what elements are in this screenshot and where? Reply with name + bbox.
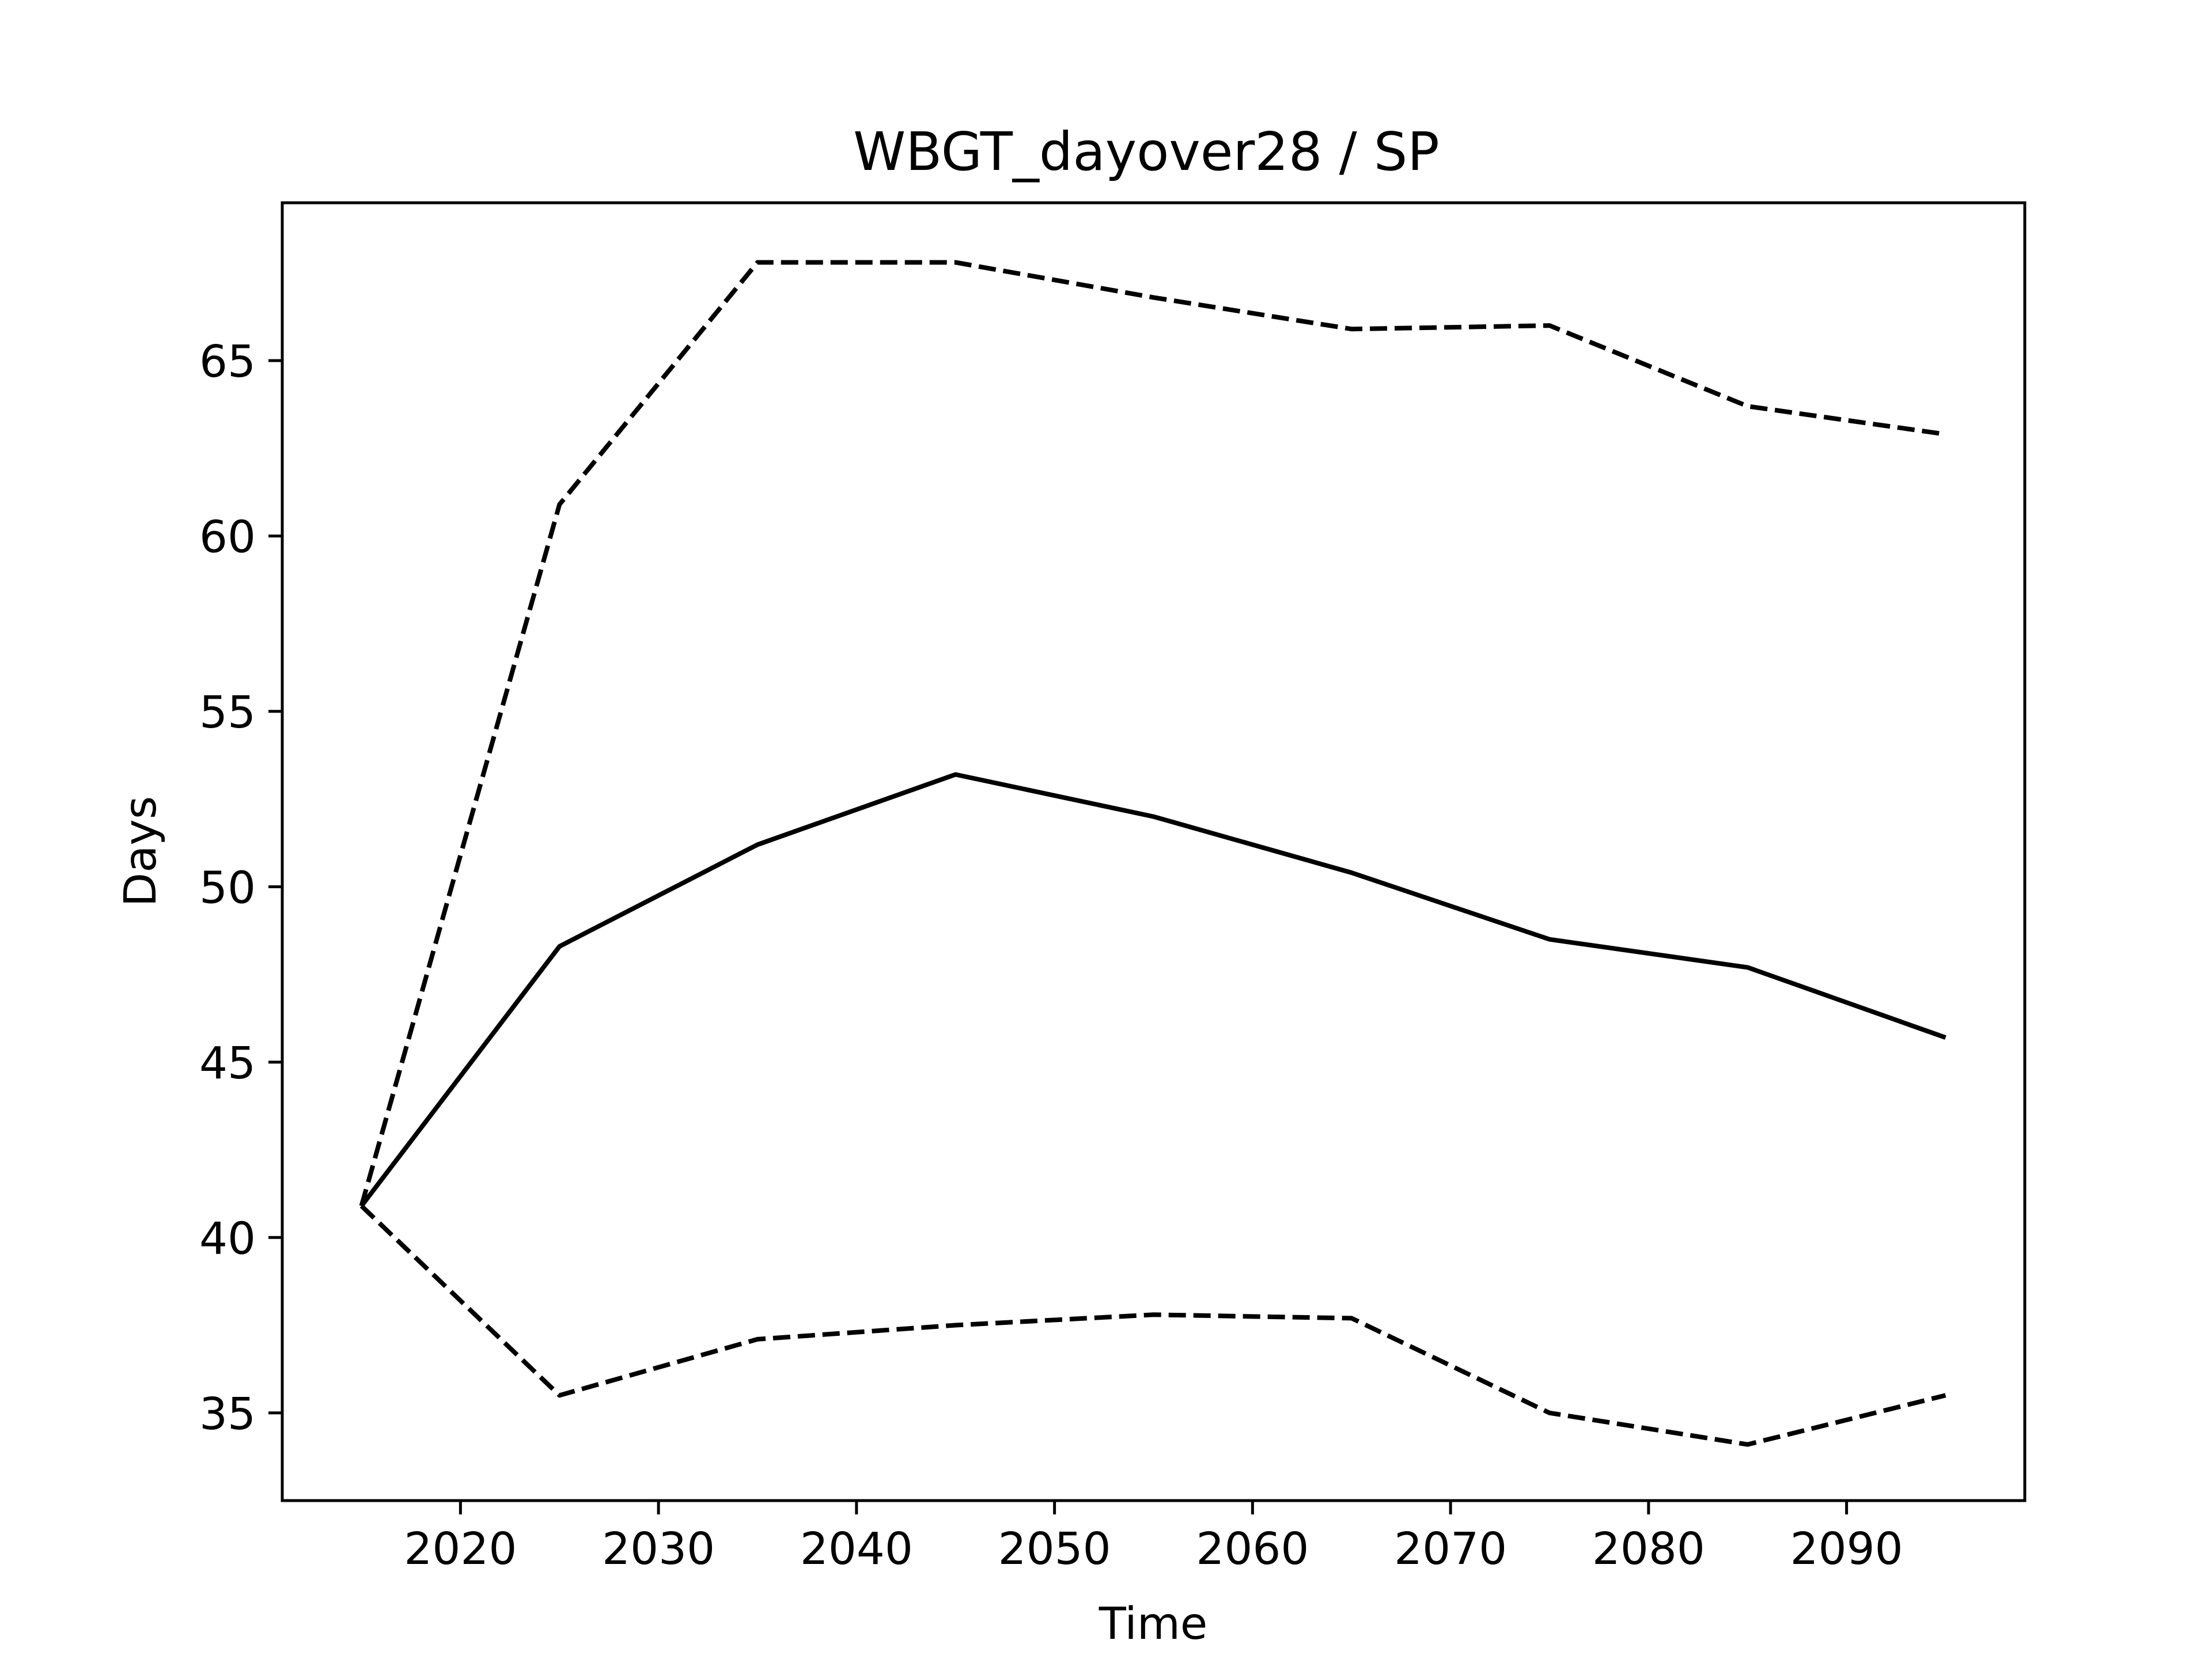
y-tick-label: 45 [199,1038,256,1089]
x-axis: 2020 2030 2040 2050 2060 2070 2080 2090 [404,1501,1903,1575]
dashed-series-line-1 [359,260,1946,1207]
chart-title: WBGT_dayover28 / SP [853,121,1439,183]
x-tick-label: 2040 [800,1524,913,1575]
series-layer [359,260,1946,1447]
x-tick-label: 2070 [1394,1524,1507,1575]
x-axis-label: Time [1099,1599,1207,1650]
solid-series-line-0 [359,772,1946,1207]
y-tick-label: 65 [199,336,256,388]
plot-frame [281,201,2027,1502]
y-tick-label: 50 [199,862,256,914]
y-tick-label: 35 [199,1389,256,1440]
y-axis-label: Days [115,796,166,907]
x-tick-label: 2030 [602,1524,715,1575]
x-tick-label: 2060 [1196,1524,1309,1575]
x-tick-label: 2090 [1790,1524,1903,1575]
y-tick-label: 60 [199,512,256,563]
x-tick-label: 2080 [1592,1524,1705,1575]
x-tick-label: 2020 [404,1524,517,1575]
y-tick-label: 55 [199,687,256,738]
y-tick-label: 40 [199,1213,256,1264]
x-tick-label: 2050 [998,1524,1111,1575]
dashed-series-line-2 [359,1204,1946,1447]
y-axis: 35 40 45 50 55 60 65 [199,336,282,1440]
